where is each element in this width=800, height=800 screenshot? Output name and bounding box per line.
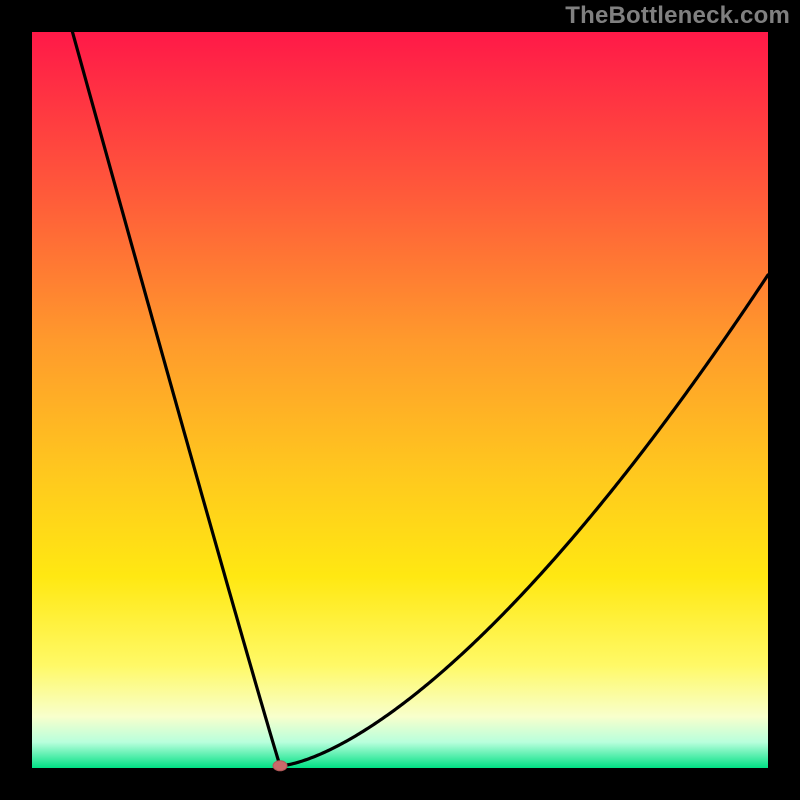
chart-container: TheBottleneck.com xyxy=(0,0,800,800)
bottleneck-v-chart xyxy=(0,0,800,800)
watermark-text: TheBottleneck.com xyxy=(565,2,790,30)
plot-background xyxy=(32,32,768,768)
optimal-marker xyxy=(273,761,287,771)
